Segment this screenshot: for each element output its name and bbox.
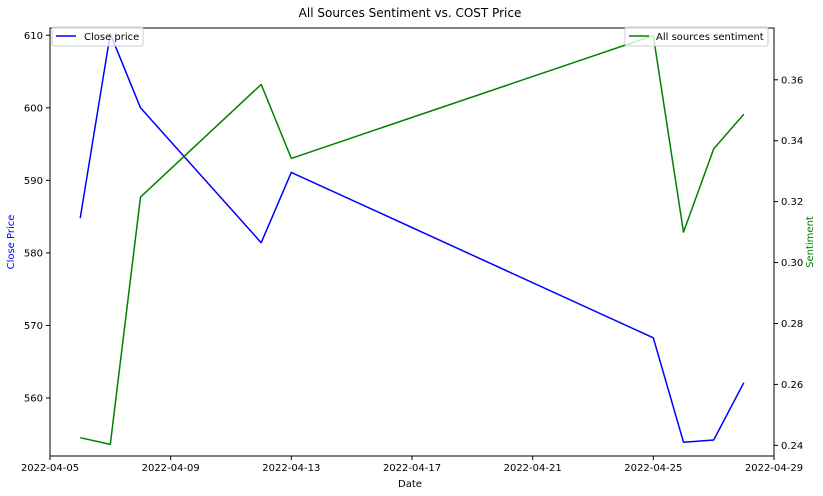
right-y-tick-label: 0.28 <box>781 319 803 330</box>
legend-label-sentiment: All sources sentiment <box>656 32 764 43</box>
close-price-line <box>79 33 745 443</box>
x-tick-label: 2022-04-29 <box>745 463 803 474</box>
x-tick-label: 2022-04-09 <box>142 463 200 474</box>
legend-box-sentiment <box>624 26 769 47</box>
left-y-tick-label: 580 <box>24 248 43 259</box>
x-tick-label: 2022-04-17 <box>383 463 441 474</box>
x-tick-label: 2022-04-05 <box>21 463 79 474</box>
left-y-tick-label: 570 <box>24 321 43 332</box>
right-y-tick-label: 0.32 <box>781 197 803 208</box>
left-y-tick-label: 590 <box>24 176 43 187</box>
chart-title: All Sources Sentiment vs. COST Price <box>299 6 522 20</box>
legend-sentiment: All sources sentiment <box>624 26 769 47</box>
left-y-tick-label: 560 <box>24 393 43 404</box>
right-y-tick-label: 0.36 <box>781 75 803 86</box>
x-tick-label: 2022-04-25 <box>624 463 682 474</box>
right-y-tick-label: 0.34 <box>781 136 803 147</box>
series-layer <box>79 33 745 446</box>
left-y-axis: 560 570 580 590 600 610 <box>24 31 50 404</box>
right-y-axis: 0.24 0.26 0.28 0.30 0.32 0.34 0.36 <box>774 75 803 452</box>
left-y-tick-label: 610 <box>24 31 43 42</box>
x-tick-label: 2022-04-13 <box>262 463 320 474</box>
right-y-tick-label: 0.24 <box>781 441 803 452</box>
legend-box-close-price <box>51 26 144 47</box>
plot-frame <box>49 27 775 457</box>
sentiment-line <box>80 34 745 446</box>
right-y-tick-label: 0.30 <box>781 258 803 269</box>
left-y-axis-label: Close Price <box>6 215 17 270</box>
right-y-tick-label: 0.26 <box>781 380 803 391</box>
legend-label-close-price: Close price <box>84 32 139 43</box>
left-y-tick-label: 600 <box>24 103 43 114</box>
legend-close-price: Close price <box>51 26 144 47</box>
x-axis-label: Date <box>398 479 422 490</box>
x-tick-label: 2022-04-21 <box>504 463 562 474</box>
x-axis: 2022-04-05 2022-04-09 2022-04-13 2022-04-17… <box>21 456 803 474</box>
right-y-axis-label: Sentiment <box>805 216 816 268</box>
